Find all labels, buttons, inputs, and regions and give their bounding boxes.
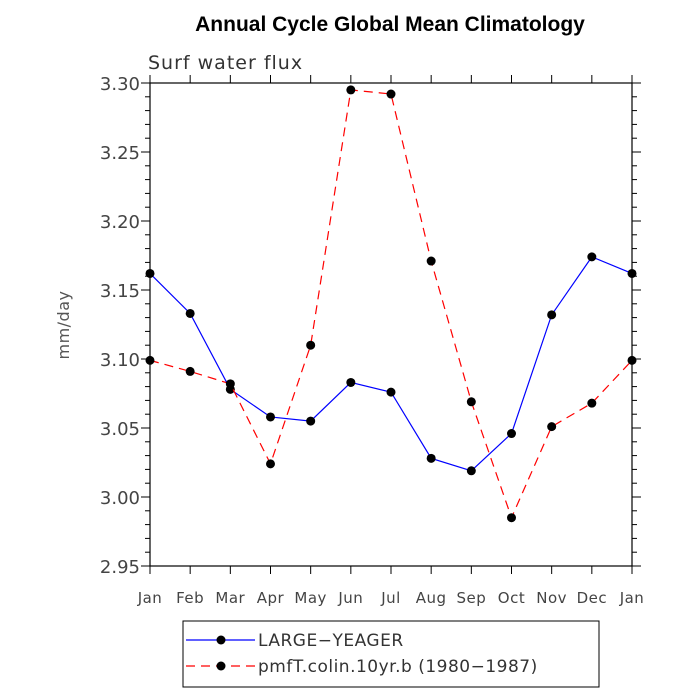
legend-box	[182, 620, 600, 688]
y-tick-label: 3.15	[100, 281, 140, 302]
x-tick-label: Nov	[536, 589, 567, 607]
series-line-1	[149, 256, 633, 472]
data-point	[466, 397, 476, 407]
x-tick-label: Sep	[456, 589, 486, 607]
data-point	[627, 355, 637, 365]
data-point	[266, 459, 275, 469]
legend-marker-1	[216, 635, 226, 645]
data-point	[225, 379, 235, 389]
x-tick-label: Jan	[137, 589, 163, 607]
data-point	[547, 310, 557, 320]
y-axis-label: mm/day	[54, 291, 73, 360]
legend: LARGE−YEAGER pmfT.colin.10yr.b (1980−1987…	[182, 620, 600, 688]
legend-marker-2	[216, 661, 226, 671]
y-tick-label: 3.25	[100, 143, 140, 164]
chart-title: Annual Cycle Global Mean Climatology	[195, 13, 585, 36]
x-tick-label: May	[294, 589, 327, 607]
chart-subtitle: Surf water flux	[148, 52, 303, 74]
x-tick-label: Mar	[215, 589, 245, 607]
legend-label-1: LARGE−YEAGER	[258, 631, 404, 651]
series-layer	[145, 85, 637, 523]
x-tick-label: Feb	[176, 589, 204, 607]
legend-label-2: pmfT.colin.10yr.b (1980−1987)	[258, 657, 538, 677]
y-tick-label: 3.10	[100, 350, 140, 371]
data-point	[627, 268, 637, 278]
data-point	[386, 387, 396, 397]
y-tick-label: 3.20	[100, 212, 140, 233]
data-point	[587, 252, 597, 262]
data-point	[145, 268, 155, 278]
x-tick-label: Jan	[619, 589, 645, 607]
y-tick-label: 3.05	[100, 419, 140, 440]
data-point	[346, 377, 356, 387]
data-point	[185, 308, 195, 318]
plot-frame	[149, 82, 633, 567]
data-point	[547, 422, 557, 432]
data-point	[426, 256, 436, 266]
data-point	[266, 412, 275, 422]
data-point	[306, 416, 316, 426]
data-point	[386, 89, 396, 99]
x-tick-label: Aug	[416, 589, 447, 607]
y-tick-label: 2.95	[100, 557, 140, 578]
data-point	[507, 429, 516, 439]
data-point	[306, 340, 316, 350]
axis-ticks: 2.95 3.00 3.05 3.10 3.15 3.20 3.25 3.30 Jan Feb Ma…	[100, 74, 644, 607]
y-tick-label: 3.00	[100, 488, 140, 509]
x-tick-label: Oct	[498, 589, 525, 607]
x-tick-label: Jun	[337, 589, 363, 607]
data-point	[346, 85, 356, 95]
data-point	[587, 398, 597, 408]
x-tick-label: Apr	[257, 589, 285, 607]
y-tick-label: 3.30	[100, 74, 140, 95]
data-point	[185, 366, 195, 376]
x-tick-label: Jul	[380, 589, 401, 607]
data-point	[426, 453, 436, 463]
data-point	[507, 513, 516, 523]
data-point	[466, 466, 476, 476]
x-tick-label: Dec	[577, 589, 608, 607]
data-point	[145, 355, 155, 365]
